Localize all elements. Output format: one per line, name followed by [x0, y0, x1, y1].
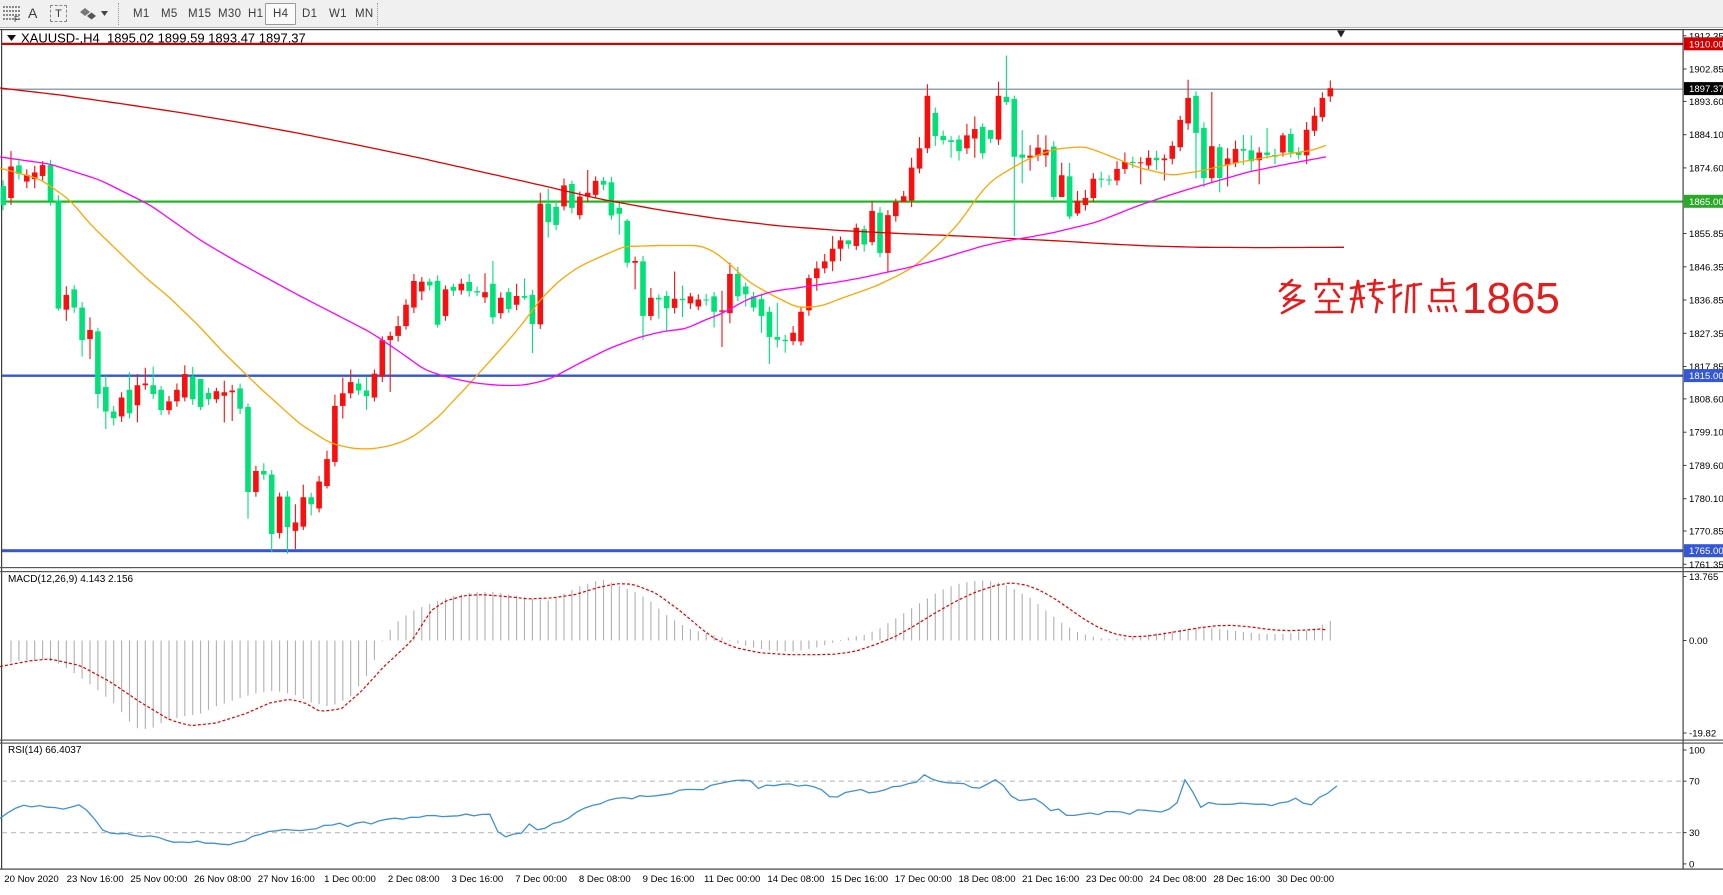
svg-text:14 Dec 08:00: 14 Dec 08:00 [767, 874, 824, 885]
svg-text:1874.60: 1874.60 [1689, 163, 1723, 174]
svg-text:1836.85: 1836.85 [1689, 296, 1723, 307]
svg-text:1897.37: 1897.37 [1689, 84, 1723, 95]
svg-text:1893.60: 1893.60 [1689, 97, 1723, 108]
svg-text:15 Dec 16:00: 15 Dec 16:00 [831, 874, 888, 885]
svg-text:1780.10: 1780.10 [1689, 494, 1723, 505]
svg-text:23 Dec 00:00: 23 Dec 00:00 [1086, 874, 1143, 885]
svg-text:1770.85: 1770.85 [1689, 527, 1723, 538]
svg-text:3 Dec 16:00: 3 Dec 16:00 [452, 874, 504, 885]
svg-text:1855.85: 1855.85 [1689, 229, 1723, 240]
svg-text:0.00: 0.00 [1689, 636, 1708, 647]
svg-text:1846.35: 1846.35 [1689, 262, 1723, 273]
svg-text:20 Nov 2020: 20 Nov 2020 [4, 874, 58, 885]
svg-text:1884.10: 1884.10 [1689, 130, 1723, 141]
svg-text:0: 0 [1689, 859, 1694, 870]
svg-text:100: 100 [1689, 746, 1705, 757]
svg-text:1910.00: 1910.00 [1689, 39, 1723, 50]
svg-text:1808.60: 1808.60 [1689, 394, 1723, 405]
svg-text:RSI(14) 66.4037: RSI(14) 66.4037 [8, 745, 82, 756]
svg-text:18 Dec 08:00: 18 Dec 08:00 [958, 874, 1015, 885]
svg-text:1865: 1865 [1462, 274, 1560, 323]
svg-text:11 Dec 00:00: 11 Dec 00:00 [704, 874, 760, 885]
svg-text:1815.00: 1815.00 [1689, 371, 1723, 382]
svg-text:1761.35: 1761.35 [1689, 560, 1723, 571]
svg-text:25 Nov 00:00: 25 Nov 00:00 [130, 874, 187, 885]
svg-text:24 Dec 08:00: 24 Dec 08:00 [1150, 874, 1207, 885]
svg-text:8 Dec 08:00: 8 Dec 08:00 [579, 874, 631, 885]
svg-text:27 Nov 16:00: 27 Nov 16:00 [258, 874, 315, 885]
svg-text:-19.82: -19.82 [1689, 729, 1716, 740]
svg-text:7 Dec 00:00: 7 Dec 00:00 [515, 874, 567, 885]
svg-text:13.765: 13.765 [1689, 572, 1718, 583]
svg-text:1765.00: 1765.00 [1689, 546, 1723, 557]
svg-text:26 Nov 08:00: 26 Nov 08:00 [194, 874, 251, 885]
svg-text:21 Dec 16:00: 21 Dec 16:00 [1022, 874, 1079, 885]
svg-text:1789.60: 1789.60 [1689, 461, 1723, 472]
svg-text:9 Dec 16:00: 9 Dec 16:00 [643, 874, 695, 885]
svg-text:1902.85: 1902.85 [1689, 65, 1723, 76]
svg-text:1827.35: 1827.35 [1689, 329, 1723, 340]
svg-text:1865.00: 1865.00 [1689, 197, 1723, 208]
svg-text:30 Dec 00:00: 30 Dec 00:00 [1277, 874, 1334, 885]
svg-text:1799.10: 1799.10 [1689, 428, 1723, 439]
svg-text:1817.85: 1817.85 [1689, 362, 1723, 373]
svg-text:1 Dec 00:00: 1 Dec 00:00 [324, 874, 376, 885]
svg-text:1912.35: 1912.35 [1689, 31, 1723, 42]
svg-text:MACD(12,26,9) 4.143 2.156: MACD(12,26,9) 4.143 2.156 [8, 574, 134, 585]
svg-text:70: 70 [1689, 777, 1700, 788]
svg-text:2 Dec 08:00: 2 Dec 08:00 [388, 874, 440, 885]
svg-text:17 Dec 00:00: 17 Dec 00:00 [895, 874, 952, 885]
svg-text:28 Dec 16:00: 28 Dec 16:00 [1213, 874, 1270, 885]
svg-text:F: F [14, 15, 19, 23]
svg-text:23 Nov 16:00: 23 Nov 16:00 [67, 874, 124, 885]
svg-text:30: 30 [1689, 828, 1700, 839]
svg-text:XAUUSD-,H4 1895.02 1899.59 18: XAUUSD-,H4 1895.02 1899.59 1893.47 1897.… [21, 31, 306, 46]
